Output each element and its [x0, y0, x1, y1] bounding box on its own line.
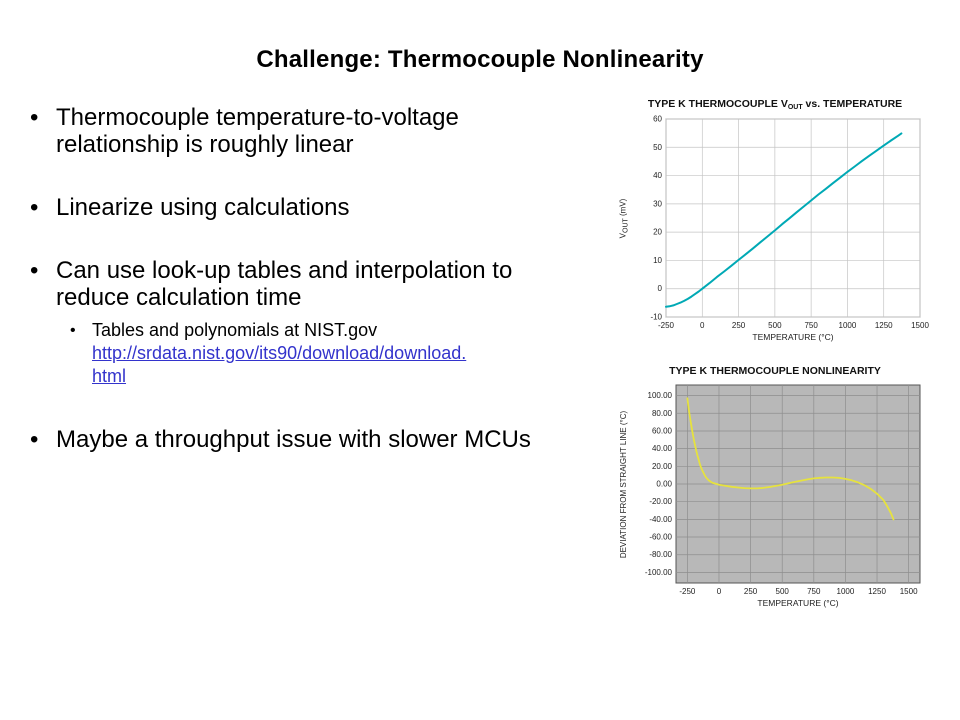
y-axis-label-text: DEVIATION FROM STRAIGHT LINE (°C)	[619, 410, 629, 558]
svg-text:TEMPERATURE (°C): TEMPERATURE (°C)	[752, 332, 833, 342]
chart-title-text: vs. TEMPERATURE	[802, 98, 903, 110]
svg-text:60: 60	[653, 115, 662, 124]
bullet-icon: •	[30, 194, 39, 221]
svg-text:-80.00: -80.00	[649, 550, 672, 559]
svg-text:0.00: 0.00	[656, 480, 672, 489]
bullet-text: Maybe a throughput issue with slower MCU…	[56, 426, 531, 453]
y-axis-label-subscript: OUT	[622, 217, 630, 233]
bullet-line: reduce calculation time	[56, 284, 302, 311]
y-axis-label-vout: VOUT (mV)	[616, 119, 632, 317]
svg-text:80.00: 80.00	[652, 409, 673, 418]
svg-text:0: 0	[658, 284, 663, 293]
y-axis-label-deviation: DEVIATION FROM STRAIGHT LINE (°C)	[616, 385, 632, 583]
svg-text:100.00: 100.00	[648, 391, 673, 400]
chart-title: TYPE K THERMOCOUPLE NONLINEARITY	[616, 365, 934, 377]
svg-text:750: 750	[804, 321, 818, 330]
y-axis-label-text: (mV)	[618, 198, 628, 218]
svg-text:1250: 1250	[868, 587, 886, 596]
svg-text:1500: 1500	[900, 587, 918, 596]
bullet-text: Thermocouple temperature-to-voltage rela…	[56, 104, 459, 158]
bullet-text: Linearize using calculations	[56, 194, 350, 221]
vout-line-chart: -250 0 250 500 750 1000 1250 1500 -10 0 10 20 30 40 50…	[650, 115, 929, 343]
svg-text:-40.00: -40.00	[649, 515, 672, 524]
svg-text:20.00: 20.00	[652, 462, 673, 471]
svg-text:0: 0	[717, 587, 722, 596]
page-title: Challenge: Thermocouple Nonlinearity	[256, 46, 704, 73]
svg-text:20: 20	[653, 228, 662, 237]
bullet-line: Maybe a throughput issue with slower MCU…	[56, 426, 531, 453]
sub-bullet-nist: • Tables and polynomials at NIST.gov htt…	[70, 319, 595, 388]
svg-text:-60.00: -60.00	[649, 533, 672, 542]
bullet-line: relationship is roughly linear	[56, 131, 354, 158]
svg-text:0: 0	[700, 321, 705, 330]
bullet-icon: •	[30, 104, 39, 131]
chart-title-text: TYPE K THERMOCOUPLE V	[647, 98, 788, 110]
svg-text:1250: 1250	[875, 321, 893, 330]
chart-area: DEVIATION FROM STRAIGHT LINE (°C) -250 0 2…	[616, 379, 934, 611]
svg-text:1500: 1500	[911, 321, 929, 330]
svg-text:60.00: 60.00	[652, 426, 673, 435]
charts-column: TYPE K THERMOCOUPLE VOUT vs. TEMPERATURE…	[616, 98, 946, 611]
svg-text:10: 10	[653, 256, 662, 265]
svg-text:40.00: 40.00	[652, 444, 673, 453]
svg-text:TEMPERATURE (°C): TEMPERATURE (°C)	[757, 598, 838, 608]
sub-bullet-line: Tables and polynomials at NIST.gov	[92, 320, 378, 340]
svg-text:30: 30	[653, 199, 662, 208]
nonlinearity-line-chart: -250 0 250 500 750 1000 1250 1500 -100.00 -80.00 -…	[645, 384, 921, 608]
svg-text:-20.00: -20.00	[649, 497, 672, 506]
chart-title-subscript: OUT	[787, 104, 803, 111]
bullet-line: Can use look-up tables and interpolation…	[56, 257, 513, 284]
chart-nonlinearity: TYPE K THERMOCOUPLE NONLINEARITY DEVIATI…	[616, 365, 934, 611]
svg-text:250: 250	[744, 587, 758, 596]
svg-text:500: 500	[768, 321, 782, 330]
svg-text:250: 250	[732, 321, 746, 330]
bullet-text: Can use look-up tables and interpolation…	[56, 257, 512, 311]
svg-text:-250: -250	[679, 587, 696, 596]
svg-text:-250: -250	[658, 321, 675, 330]
bullet-icon: •	[30, 257, 39, 284]
chart-vout-vs-temperature: TYPE K THERMOCOUPLE VOUT vs. TEMPERATURE…	[616, 98, 934, 345]
nist-link-line[interactable]: http://srdata.nist.gov/its90/download/do…	[92, 343, 467, 363]
bullet-linearize: • Linearize using calculations	[30, 194, 595, 221]
bullet-lookup-tables: • Can use look-up tables and interpolati…	[30, 257, 595, 311]
svg-text:50: 50	[653, 143, 662, 152]
bullet-throughput: • Maybe a throughput issue with slower M…	[30, 426, 595, 453]
svg-text:-100.00: -100.00	[645, 568, 673, 577]
bullet-line: Thermocouple temperature-to-voltage	[56, 104, 459, 131]
chart-title: TYPE K THERMOCOUPLE VOUT vs. TEMPERATURE	[616, 98, 934, 111]
bullet-list: • Thermocouple temperature-to-voltage re…	[30, 104, 595, 489]
chart-title-text: TYPE K THERMOCOUPLE NONLINEARITY	[669, 365, 881, 377]
bullet-icon: •	[30, 426, 39, 453]
svg-text:500: 500	[776, 587, 790, 596]
svg-text:40: 40	[653, 171, 662, 180]
sub-bullet-text: Tables and polynomials at NIST.gov http:…	[92, 319, 466, 388]
svg-text:1000: 1000	[839, 321, 857, 330]
nist-link[interactable]: http://srdata.nist.gov/its90/download/do…	[92, 342, 466, 388]
nist-link-line[interactable]: html	[92, 366, 127, 386]
bullet-icon: •	[70, 322, 76, 339]
svg-text:-10: -10	[650, 313, 662, 322]
svg-text:750: 750	[807, 587, 821, 596]
svg-text:1000: 1000	[837, 587, 855, 596]
bullet-line: Linearize using calculations	[56, 194, 350, 221]
bullet-thermocouple-linear: • Thermocouple temperature-to-voltage re…	[30, 104, 595, 158]
chart-area: VOUT (mV) -250 0 250 500 750 1000 1250 1500 -10 0…	[616, 113, 934, 345]
